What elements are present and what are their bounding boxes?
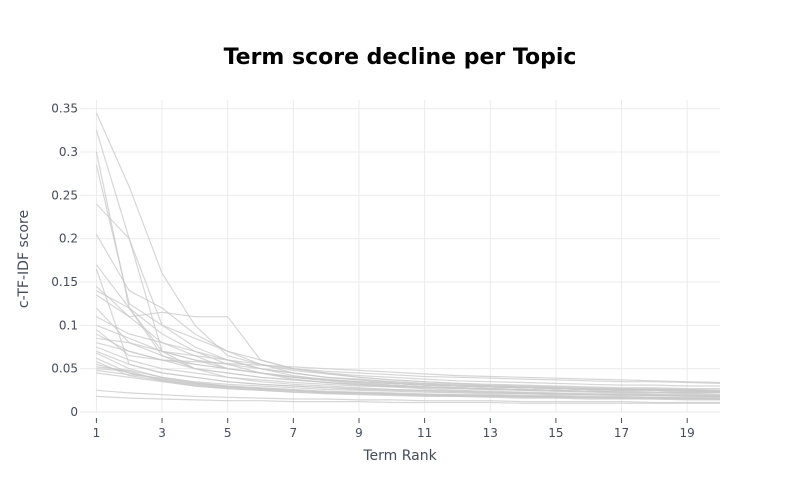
x-tick-label: 17 bbox=[614, 426, 629, 440]
x-axis-ticks: 1 3 5 7 9 11 13 15 17 19 bbox=[93, 418, 695, 440]
topic-line-8[interactable] bbox=[95, 285, 720, 387]
y-tick-label: 0.05 bbox=[51, 362, 78, 376]
topic-line-29[interactable] bbox=[96, 395, 720, 404]
x-tick-label: 1 bbox=[93, 426, 101, 440]
y-tick-label: 0.35 bbox=[51, 102, 78, 116]
x-tick-label: 3 bbox=[158, 426, 166, 440]
x-tick-label: 5 bbox=[224, 426, 232, 440]
x-tick-label: 7 bbox=[290, 426, 298, 440]
y-tick-label: 0.15 bbox=[51, 275, 78, 289]
y-tick-label: 0.3 bbox=[59, 145, 78, 159]
topic-line-18[interactable] bbox=[96, 346, 720, 394]
topic-line-16[interactable] bbox=[96, 337, 721, 384]
topic-line-13[interactable] bbox=[96, 324, 721, 392]
chart-title: Term score decline per Topic bbox=[224, 45, 577, 70]
topic-line-20[interactable] bbox=[96, 352, 720, 397]
topic-line-26[interactable] bbox=[96, 369, 720, 400]
topic-line-27[interactable] bbox=[96, 372, 720, 401]
y-tick-label: 0.25 bbox=[51, 188, 78, 202]
topic-line-17[interactable] bbox=[96, 342, 721, 384]
series-layer bbox=[95, 112, 721, 404]
x-tick-label: 11 bbox=[417, 426, 432, 440]
grid-layer bbox=[80, 100, 720, 413]
x-tick-label: 15 bbox=[548, 426, 563, 440]
x-tick-label: 19 bbox=[680, 426, 695, 440]
y-axis-title: c-TF-IDF score bbox=[16, 210, 32, 308]
x-tick-label: 9 bbox=[355, 426, 363, 440]
topic-line-19[interactable] bbox=[96, 350, 721, 397]
y-tick-label: 0.2 bbox=[59, 232, 78, 246]
x-tick-label: 13 bbox=[483, 426, 498, 440]
topic-line-14[interactable] bbox=[96, 329, 720, 392]
y-axis-ticks: 0 0.05 0.1 0.15 0.2 0.25 0.3 0.35 bbox=[51, 102, 78, 419]
y-tick-label: 0 bbox=[70, 405, 78, 419]
topic-line-15[interactable] bbox=[96, 333, 721, 394]
y-tick-label: 0.1 bbox=[59, 318, 78, 332]
x-axis-title: Term Rank bbox=[362, 448, 437, 464]
topic-line-28[interactable] bbox=[96, 389, 720, 404]
